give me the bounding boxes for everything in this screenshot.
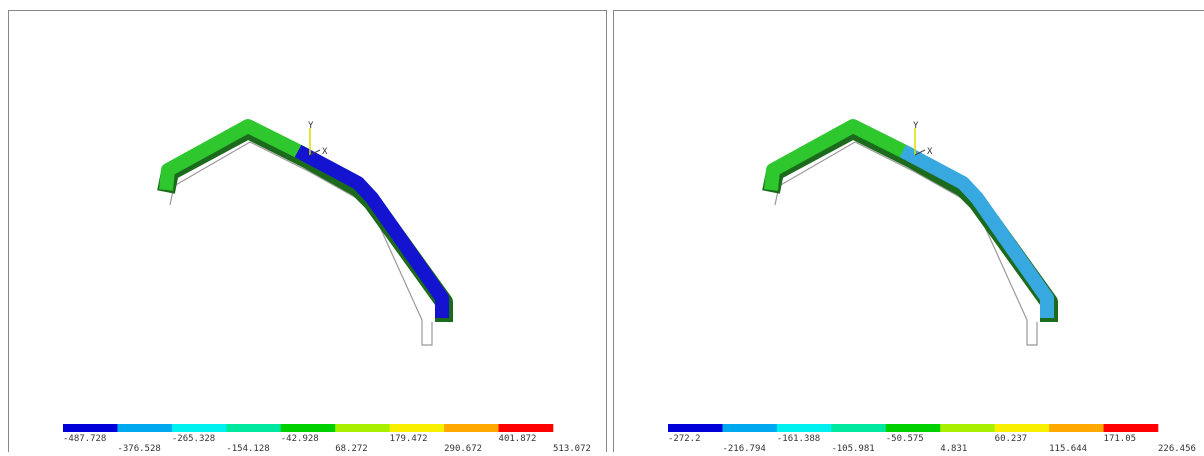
legend-label: -161.388 [777,434,820,444]
legend-band [831,424,886,432]
legend-label: -50.575 [886,434,924,444]
legend-band [172,424,227,432]
legend-label: 226.456 [1158,444,1196,452]
legend-band [444,424,499,432]
legend-label: 115.644 [1049,444,1087,452]
legend-band [63,424,118,432]
legend-band [777,424,832,432]
panel-frame [9,11,607,453]
legend-label: -376.528 [117,444,160,452]
legend-label: 4.831 [940,444,967,452]
legend-band [1049,424,1104,432]
legend-label: 68.272 [335,444,368,452]
legend-label: -272.2 [668,434,701,444]
legend-band [886,424,941,432]
legend-label: 401.872 [499,434,537,444]
legend-label: -487.728 [63,434,106,444]
legend-band [722,424,777,432]
legend-band [499,424,554,432]
legend-band [226,424,281,432]
legend-label: -105.981 [831,444,874,452]
legend-band [940,424,995,432]
legend-label: 60.237 [995,434,1028,444]
triad-label: Y [913,121,919,131]
panel: Y X -272.2 -216.794 -161.388 -105.981 -50.575 4… [614,11,1204,453]
legend-band [281,424,336,432]
legend-band [995,424,1050,432]
legend-band [1104,424,1159,432]
triad-label: X [927,147,933,157]
panel: Y X -487.728 -376.528 -265.328 -154.128 -42.92… [9,11,607,453]
panel-frame [614,11,1204,453]
legend-band [390,424,445,432]
legend-label: -154.128 [226,444,269,452]
legend-label: -42.928 [281,434,319,444]
legend-label: 171.05 [1104,434,1137,444]
legend-label: 513.072 [553,444,591,452]
legend-label: 179.472 [390,434,428,444]
legend-band [335,424,390,432]
triad-label: X [322,147,328,157]
legend-band [117,424,172,432]
legend-label: -216.794 [722,444,765,452]
triad-label: Y [308,121,314,131]
legend-label: -265.328 [172,434,215,444]
legend-label: 290.672 [444,444,482,452]
legend-band [668,424,723,432]
screen: Y X -487.728 -376.528 -265.328 -154.128 -42.92… [0,0,1204,452]
